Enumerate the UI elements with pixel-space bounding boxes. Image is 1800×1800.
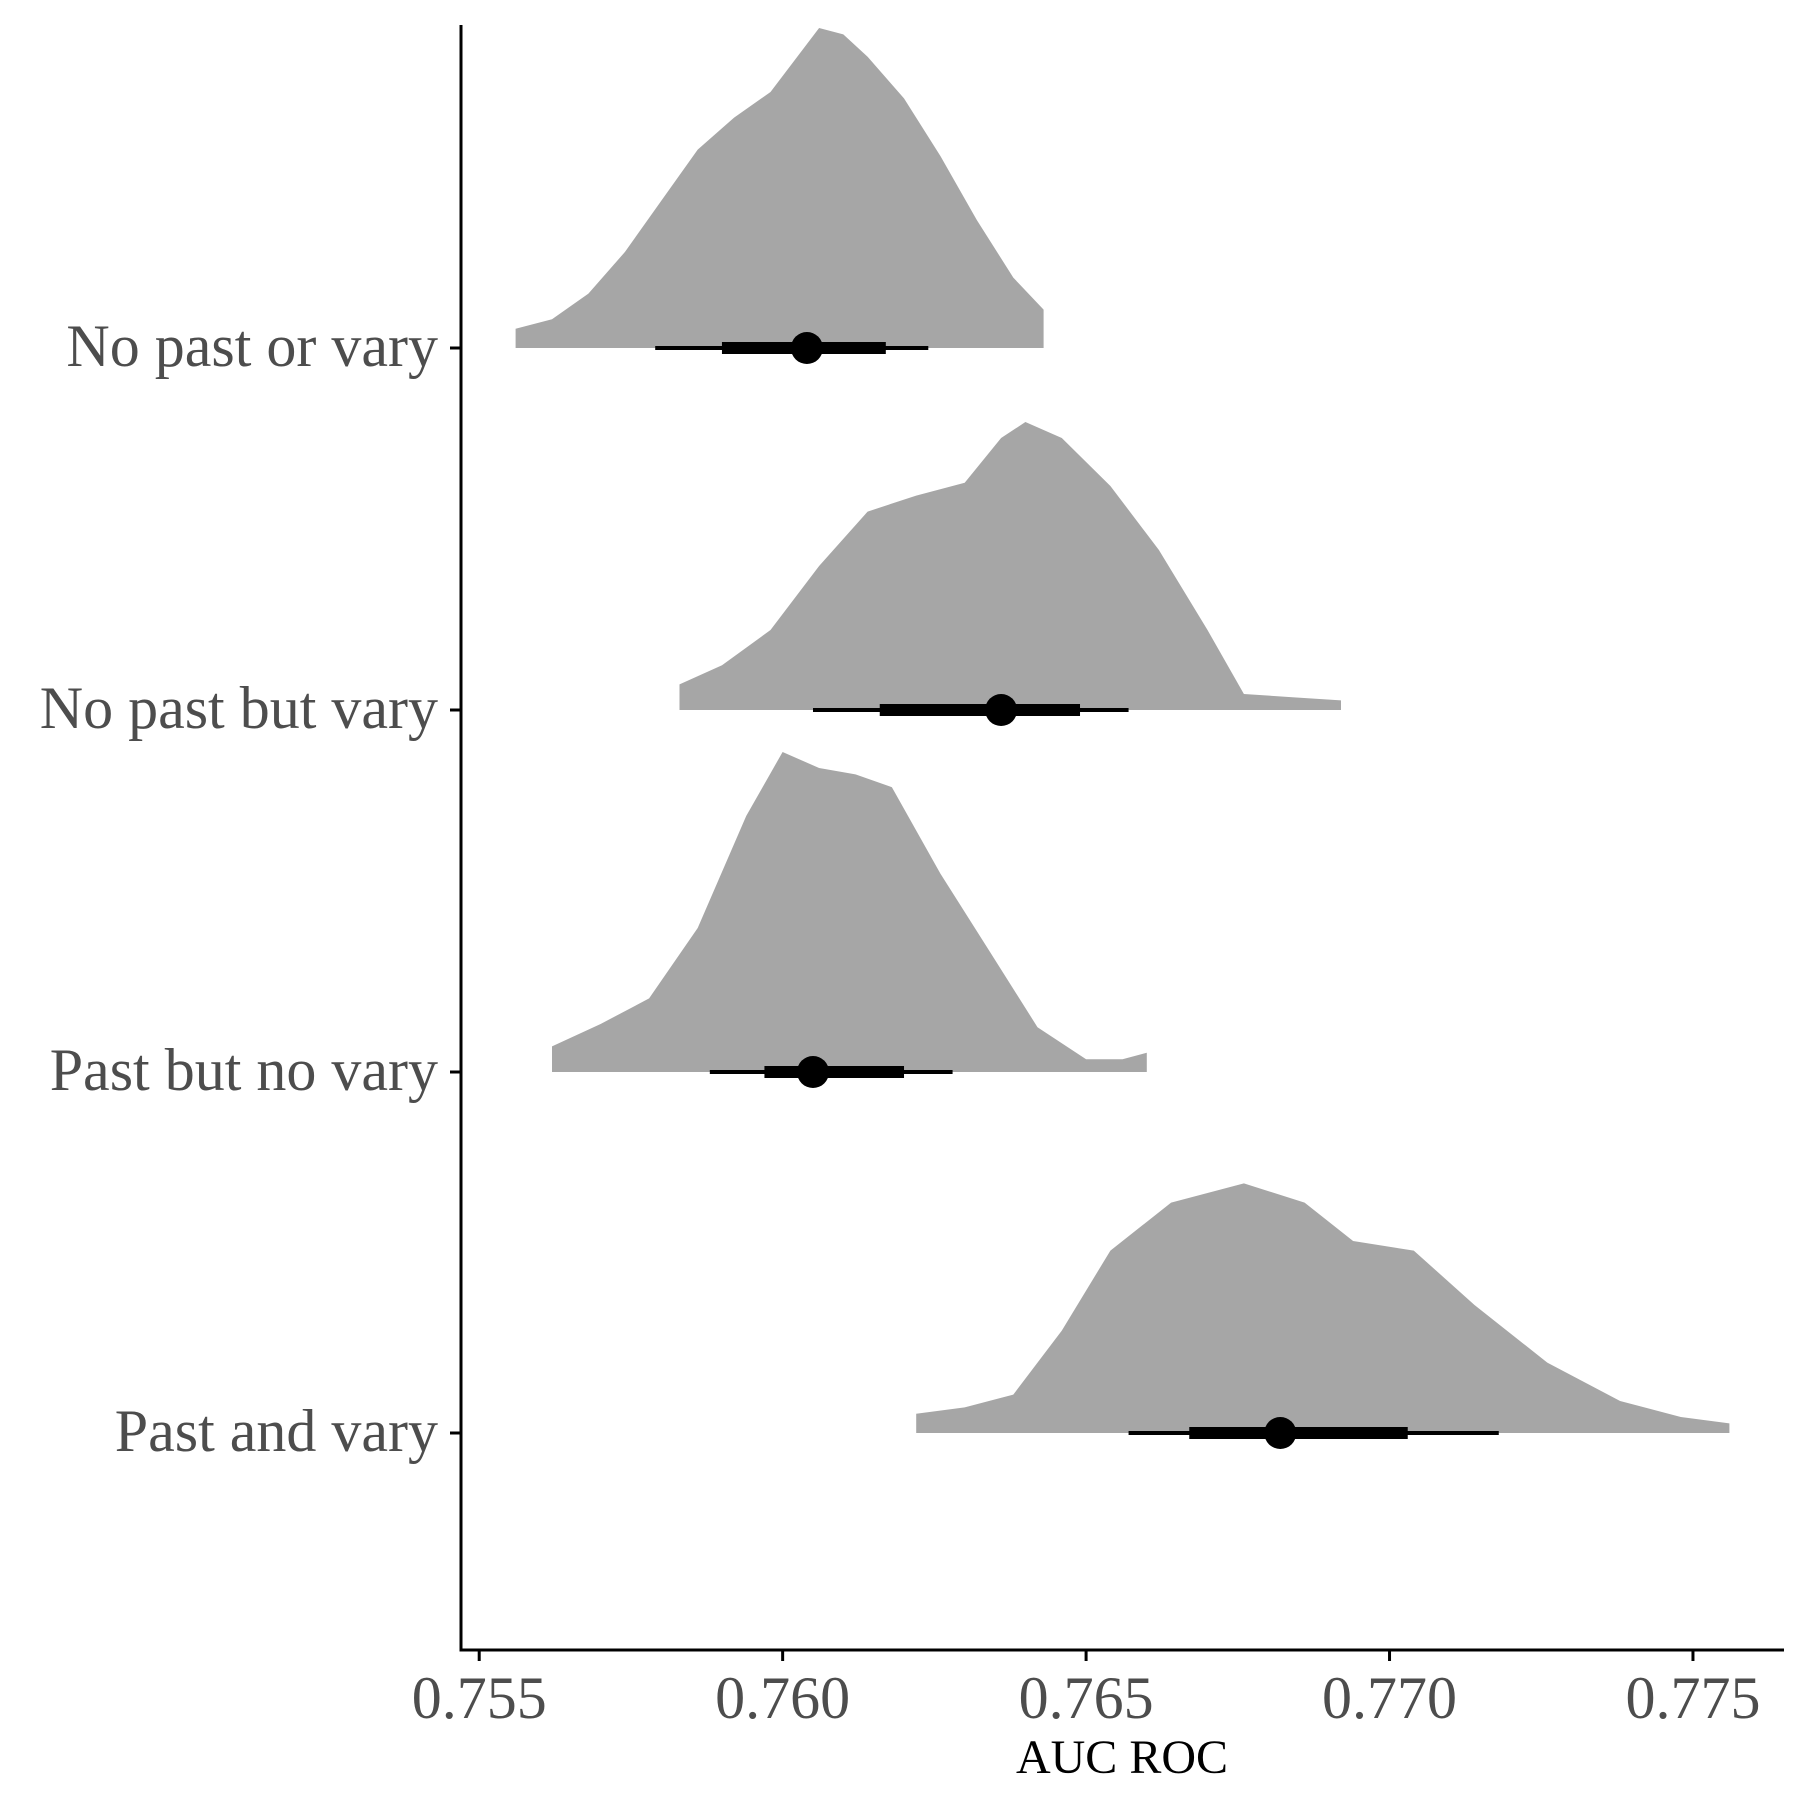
point-estimate: [796, 1056, 829, 1088]
y-tick-label: No past or vary: [66, 313, 438, 379]
x-tick-label: 0.770: [1322, 1665, 1457, 1731]
density-slab: [916, 1183, 1730, 1433]
density-slab: [552, 752, 1147, 1072]
row-no-past-but-vary: [679, 422, 1341, 726]
x-tick-label: 0.760: [715, 1665, 850, 1731]
x-axis-ticks: 0.755 0.760 0.765 0.770 0.775: [412, 1650, 1760, 1731]
point-estimate: [790, 332, 823, 364]
y-tick-label: No past but vary: [40, 675, 438, 741]
density-slab: [679, 422, 1341, 710]
y-tick-label: Past and vary: [115, 1398, 438, 1464]
x-tick-label: 0.755: [412, 1665, 547, 1731]
density-slab: [515, 28, 1044, 348]
row-past-but-no-vary: [552, 752, 1147, 1088]
plot-area: [515, 28, 1730, 1449]
y-axis-ticks: No past or vary No past but vary Past but …: [40, 313, 461, 1464]
point-estimate: [1264, 1417, 1297, 1449]
x-tick-label: 0.775: [1625, 1665, 1760, 1731]
row-no-past-or-vary: [515, 28, 1044, 364]
point-estimate: [985, 694, 1018, 726]
row-past-and-vary: [916, 1183, 1730, 1449]
x-tick-label: 0.765: [1019, 1665, 1154, 1731]
y-tick-label: Past but no vary: [50, 1037, 438, 1103]
x-axis-title: AUC ROC: [1016, 1731, 1228, 1784]
